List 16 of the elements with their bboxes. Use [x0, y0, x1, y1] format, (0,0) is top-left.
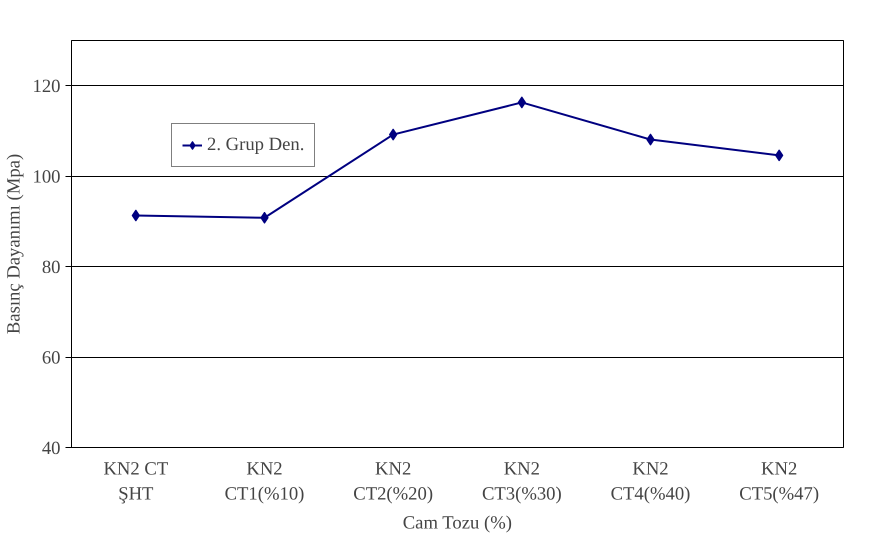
- point: [646, 134, 655, 146]
- y-tick-label: 120: [32, 76, 60, 98]
- y-tick-label: 60: [42, 348, 60, 369]
- x-axis-title: Cam Tozu (%): [402, 512, 512, 534]
- x-tick-label: KN2 CT4(%40): [610, 458, 690, 505]
- x-tick-label: KN2 CT5(%47): [739, 458, 820, 505]
- y-axis-title: Basınç Dayanımı (Mpa): [4, 154, 25, 334]
- y-tick-label: 40: [42, 438, 60, 459]
- y-tick-label: 80: [42, 257, 60, 278]
- point: [260, 212, 269, 224]
- legend-label: 2. Grup Den.: [207, 134, 304, 156]
- x-tick-label: KN2 CT1(%10): [224, 458, 304, 505]
- x-tick-label: KN2 CT2(%20): [353, 458, 434, 505]
- x-tick-label: KN2 CT3(%30): [482, 458, 562, 505]
- x-tick-label: KN2 CT ŞHT: [103, 458, 169, 505]
- y-tick-label: 100: [32, 166, 60, 188]
